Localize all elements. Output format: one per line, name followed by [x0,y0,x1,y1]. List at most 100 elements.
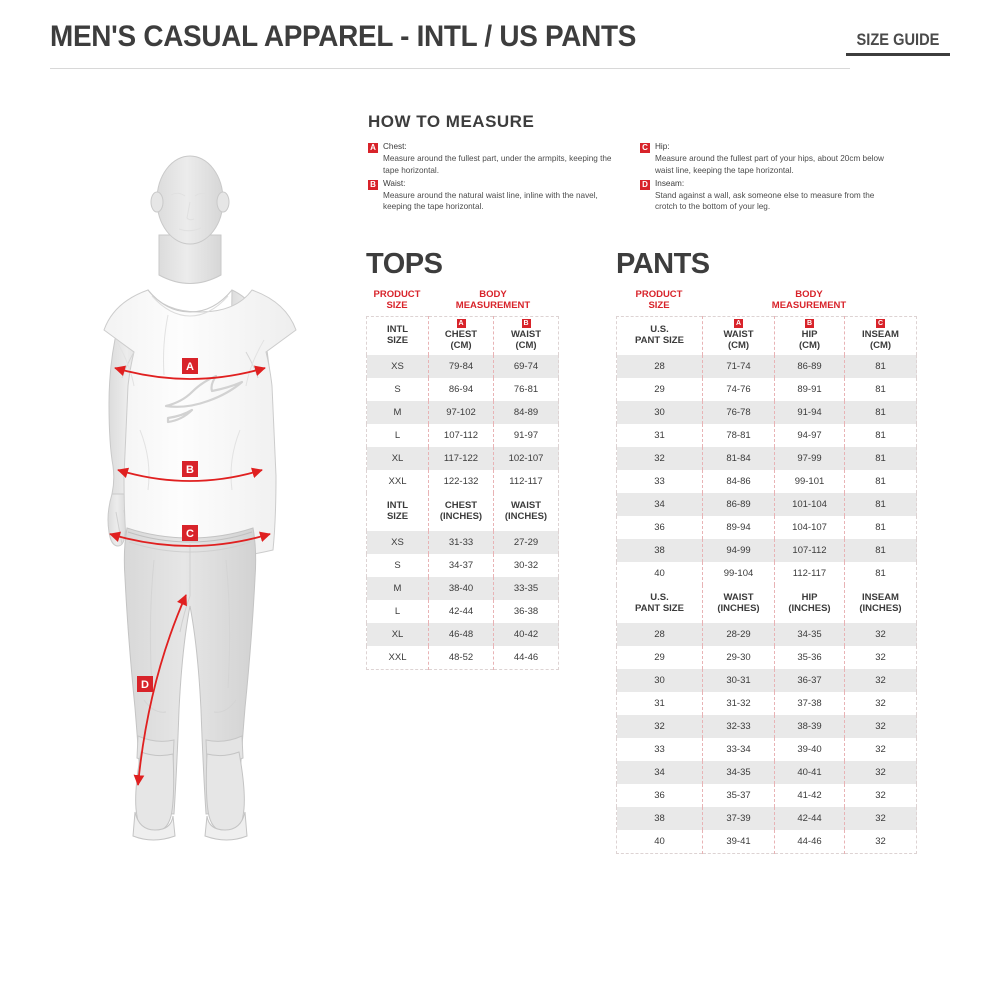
cell-measurement: 40-41 [774,760,845,784]
cell-measurement: 122-132 [428,469,494,493]
pants-table-body: U.S. PANT SIZE A WAIST (CM) B HIP (CM) C INSEAM (C… [616,316,917,854]
arrow-waist-b [117,467,263,482]
table-header-row: INTL SIZE A CHEST (CM) B WAIST (CM) [366,316,559,355]
column-header: CHEST (INCHES) [428,492,494,531]
svg-text:C: C [186,528,194,540]
cell-measurement: 32 [844,645,917,669]
cell-measurement: 44-46 [774,829,845,854]
column-header: A WAIST (CM) [702,316,775,355]
cell-measurement: 86-89 [702,492,775,516]
cell-measurement: 32 [844,622,917,646]
cell-measurement: 33-35 [493,576,559,600]
cell-size: XL [366,622,429,646]
table-header-row: INTL SIZE CHEST (INCHES) WAIST (INCHES) [366,492,559,531]
table-row: 36 89-94 104-107 81 [616,515,917,539]
measurement-figure: A B C D [40,140,340,880]
cell-measurement: 38-39 [774,714,845,738]
table-header-row: U.S. PANT SIZE A WAIST (CM) B HIP (CM) C INSEAM (C… [616,316,917,355]
table-row: 36 35-37 41-42 32 [616,783,917,807]
tops-group-product-size: PRODUCT SIZE [373,289,421,311]
cell-size: S [366,553,429,577]
cell-measurement: 46-48 [428,622,494,646]
column-header: INTL SIZE [366,316,429,355]
table-row: 29 74-76 89-91 81 [616,377,917,401]
column-header: HIP (INCHES) [774,584,845,623]
cell-size: 36 [616,783,703,807]
cell-size: 38 [616,538,703,562]
cell-measurement: 40-42 [493,622,559,646]
cell-measurement: 94-99 [702,538,775,562]
cell-measurement: 81 [844,492,917,516]
cell-measurement: 28-29 [702,622,775,646]
cell-measurement: 35-37 [702,783,775,807]
column-header: A CHEST (CM) [428,316,494,355]
figure-tshirt [103,289,297,560]
cell-size: XS [366,530,429,554]
cell-measurement: 89-91 [774,377,845,401]
table-row: 28 28-29 34-35 32 [616,622,917,646]
how-to-term-inseam: Inseam: [655,178,685,188]
cell-size: 30 [616,668,703,692]
cell-size: 31 [616,691,703,715]
table-row: 38 94-99 107-112 81 [616,538,917,562]
page-title: MEN'S CASUAL APPAREL - INTL / US PANTS [50,20,637,53]
table-row: 31 78-81 94-97 81 [616,423,917,447]
cell-measurement: 37-39 [702,806,775,830]
badge-c-icon: C [640,143,650,153]
cell-measurement: 30-31 [702,668,775,692]
cell-size: XL [366,446,429,470]
badge-a-icon: A [456,319,466,329]
cell-measurement: 102-107 [493,446,559,470]
cell-size: 32 [616,446,703,470]
cell-measurement: 79-84 [428,354,494,378]
table-row: L 107-112 91-97 [366,423,559,447]
pants-group-body-measurement: BODY MEASUREMENT [771,289,847,311]
tops-title: TOPS [366,248,443,280]
pants-size-table: U.S. PANT SIZE A WAIST (CM) B HIP (CM) C INSEAM (C… [616,315,917,854]
cell-measurement: 32 [844,737,917,761]
cell-measurement: 89-94 [702,515,775,539]
cell-size: 36 [616,515,703,539]
cell-measurement: 29-30 [702,645,775,669]
cell-measurement: 101-104 [774,492,845,516]
cell-size: XXL [366,645,429,670]
svg-text:A: A [186,361,194,373]
cell-measurement: 81 [844,400,917,424]
cell-measurement: 74-76 [702,377,775,401]
tops-table-container: INTL SIZE A CHEST (CM) B WAIST (CM) XS 79-84 69-74… [366,315,559,670]
table-row: M 38-40 33-35 [366,576,559,600]
cell-size: L [366,423,429,447]
how-to-item-inseam: D Inseam: Stand against a wall, ask some… [640,178,890,214]
column-header: U.S. PANT SIZE [616,316,703,355]
cell-measurement: 44-46 [493,645,559,670]
cell-measurement: 32 [844,668,917,692]
badge-b-icon: B [368,179,378,190]
cell-measurement: 81 [844,354,917,378]
pants-section: PANTS PRODUCT SIZE BODY MEASUREMENT U.S. PA… [616,248,917,854]
column-header: WAIST (INCHES) [493,492,559,531]
arrow-chest-a [114,365,266,380]
cell-measurement: 107-112 [774,538,845,562]
table-row: XXL 48-52 44-46 [366,645,559,670]
table-row: 32 81-84 97-99 81 [616,446,917,470]
cell-measurement: 76-78 [702,400,775,424]
table-row: 34 34-35 40-41 32 [616,760,917,784]
cell-measurement: 81-84 [702,446,775,470]
table-row: S 86-94 76-81 [366,377,559,401]
table-row: 34 86-89 101-104 81 [616,492,917,516]
cell-size: 40 [616,829,703,854]
cell-measurement: 31-32 [702,691,775,715]
cell-measurement: 81 [844,515,917,539]
cell-measurement: 99-101 [774,469,845,493]
cell-measurement: 81 [844,469,917,493]
column-header: INSEAM (INCHES) [844,584,917,623]
cell-measurement: 37-38 [774,691,845,715]
cell-measurement: 81 [844,423,917,447]
table-row: 33 84-86 99-101 81 [616,469,917,493]
tops-table-body: INTL SIZE A CHEST (CM) B WAIST (CM) XS 79-84 69-74… [366,316,559,670]
how-to-desc-chest: Measure around the fullest part, under t… [383,153,612,175]
table-row: 30 30-31 36-37 32 [616,668,917,692]
arrow-inseam-d [133,594,187,786]
figure-shoes [132,751,248,841]
tops-group-body-measurement: BODY MEASUREMENT [455,289,531,311]
